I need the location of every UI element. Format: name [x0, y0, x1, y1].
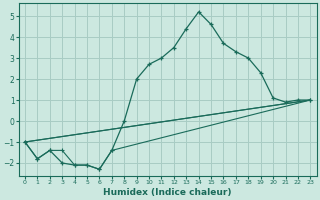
X-axis label: Humidex (Indice chaleur): Humidex (Indice chaleur) — [103, 188, 232, 197]
